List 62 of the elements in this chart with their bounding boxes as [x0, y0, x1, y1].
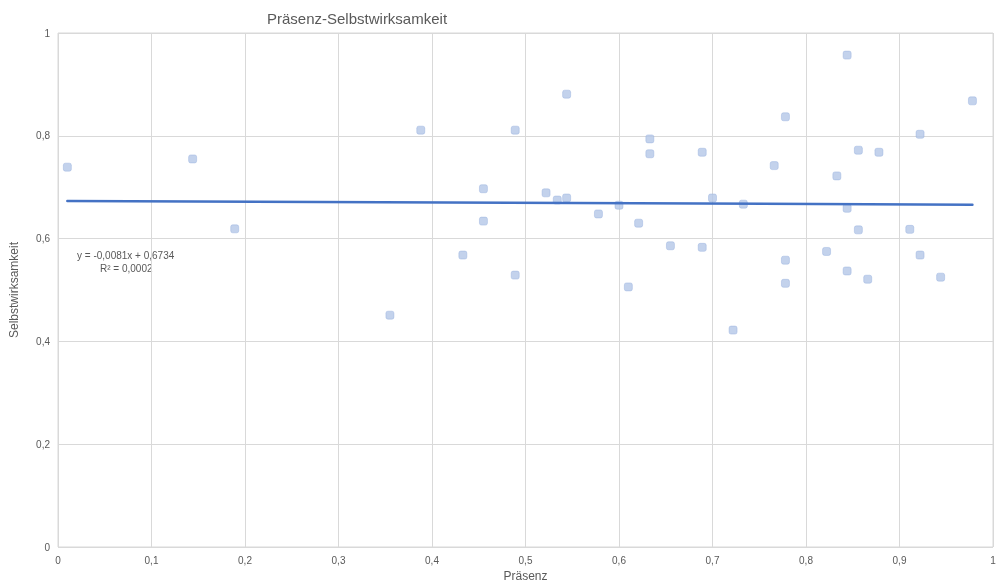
point — [416, 125, 426, 135]
point — [822, 247, 831, 256]
point — [594, 209, 603, 219]
point — [854, 145, 863, 155]
point — [769, 161, 779, 170]
point — [728, 325, 738, 335]
y-tick-label: 0 — [44, 541, 51, 553]
point — [915, 130, 925, 139]
point — [666, 241, 675, 251]
point — [385, 310, 395, 320]
point — [510, 270, 520, 280]
point — [832, 171, 842, 181]
point — [230, 224, 239, 234]
x-tick-label: 0,5 — [518, 554, 533, 566]
point — [697, 148, 707, 157]
point — [842, 266, 852, 276]
point — [708, 193, 717, 203]
point — [562, 89, 571, 99]
point — [458, 250, 468, 260]
y-tick-label: 0,6 — [36, 233, 51, 245]
point — [915, 250, 925, 260]
y-axis-title: Selbstwirksamkeit — [7, 241, 21, 339]
annotation: R² = 0,0002 — [100, 262, 153, 274]
x-tick-label: 0,1 — [144, 554, 159, 566]
point — [645, 149, 655, 159]
point — [697, 243, 707, 252]
point — [634, 218, 643, 228]
point — [781, 279, 790, 288]
x-axis-title: Präsenz — [503, 568, 548, 583]
point — [874, 148, 884, 157]
y-tick-label: 0,4 — [36, 335, 51, 347]
x-tick-label: 0,9 — [892, 554, 907, 566]
point — [479, 184, 488, 193]
x-tick-label: 0,4 — [425, 554, 440, 566]
x-tick-label: 0,7 — [705, 554, 720, 566]
x-tick-label: 1 — [990, 554, 997, 566]
point — [854, 225, 863, 235]
point — [968, 96, 977, 106]
x-tick-label: 0,3 — [331, 554, 346, 566]
point — [188, 154, 197, 164]
point — [781, 255, 790, 265]
point — [905, 225, 915, 234]
point — [63, 162, 72, 172]
x-tick-label: 0,8 — [799, 554, 814, 566]
point — [562, 193, 571, 203]
chart-title: Präsenz-Selbstwirksamkeit — [267, 10, 448, 27]
point — [510, 125, 520, 135]
x-tick-label: 0 — [55, 554, 62, 566]
point — [624, 282, 633, 292]
point — [645, 134, 655, 144]
y-tick-label: 0,2 — [36, 438, 51, 450]
point — [863, 274, 872, 284]
x-tick-label: 0,2 — [238, 554, 253, 566]
annotation: y = -0,0081x + 0,6734 — [77, 249, 175, 261]
y-tick-label: 0,8 — [36, 130, 51, 142]
point — [842, 50, 852, 60]
y-tick-label: 1 — [44, 27, 51, 39]
point — [936, 272, 945, 282]
point — [541, 188, 551, 198]
point — [479, 216, 488, 226]
point — [781, 112, 790, 122]
x-tick-label: 0,6 — [612, 554, 627, 566]
